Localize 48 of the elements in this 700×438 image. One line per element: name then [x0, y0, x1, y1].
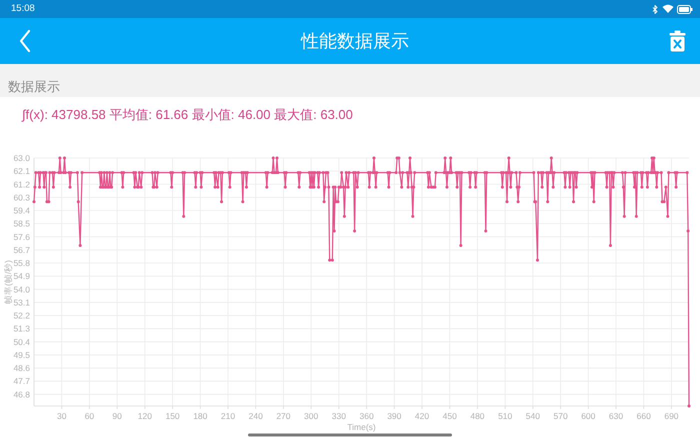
y-tick-label: 50.4 [13, 336, 30, 347]
y-tick-label: 48.6 [13, 363, 30, 374]
y-tick-label: 55.8 [13, 258, 30, 268]
text: 15:08 [11, 2, 35, 16]
x-tick-label: 210 [220, 411, 236, 421]
x-tick-label: 480 [470, 411, 485, 421]
x-tick-label: 30 [56, 411, 67, 421]
x-tick-label: 270 [276, 411, 291, 421]
x-tick-label: 330 [332, 411, 346, 421]
y-tick-label: 58.5 [13, 218, 30, 229]
y-axis-title: 帧率(帧/秒) [3, 260, 13, 304]
y-tick-label: 59.4 [13, 206, 30, 216]
x-tick-label: 660 [636, 411, 652, 421]
y-tick-label: 52.2 [13, 310, 30, 321]
x-tick-label: 300 [304, 411, 319, 421]
y-tick-label: 46.8 [13, 389, 30, 400]
x-tick-label: 540 [526, 411, 540, 421]
x-tick-label: 600 [581, 411, 596, 421]
x-tick-label: 570 [553, 411, 568, 421]
y-tick-label: 62.1 [13, 166, 30, 176]
y-tick-label: 47.7 [13, 376, 30, 386]
x-tick-label: 630 [608, 411, 624, 421]
x-tick-label: 450 [442, 411, 458, 421]
y-tick-label: 49.5 [13, 350, 30, 360]
x-tick-label: 510 [498, 411, 513, 421]
x-tick-label: 420 [414, 411, 430, 421]
chart-title: 性能数据展示 [0, 18, 700, 64]
text: ∫f(x): 43798.58 平均值: 61.66 最小值: 46.00 最大值: 63.00 [22, 107, 353, 123]
x-tick-label: 240 [248, 411, 264, 421]
x-axis-title: Time(s) [347, 422, 376, 432]
y-tick-label: 57.6 [13, 232, 30, 242]
y-tick-label: 51.3 [13, 324, 30, 334]
x-tick-label: 150 [165, 411, 180, 421]
x-tick-label: 390 [387, 411, 402, 421]
y-tick-label: 63.0 [13, 153, 30, 163]
y-tick-label: 61.2 [13, 179, 30, 190]
x-tick-label: 120 [138, 411, 152, 421]
y-tick-label: 54.0 [13, 284, 30, 294]
y-tick-label: 54.9 [13, 271, 30, 282]
y-tick-label: 60.3 [13, 192, 30, 202]
x-tick-label: 90 [112, 411, 122, 421]
chart-subtitle: 数据展示 [8, 79, 60, 95]
y-tick-label: 53.1 [13, 297, 30, 308]
x-tick-label: 180 [193, 411, 208, 421]
x-tick-label: 60 [84, 411, 94, 421]
y-tick-label: 56.7 [13, 244, 30, 255]
x-tick-label: 360 [359, 411, 374, 421]
x-tick-label: 690 [664, 411, 679, 421]
